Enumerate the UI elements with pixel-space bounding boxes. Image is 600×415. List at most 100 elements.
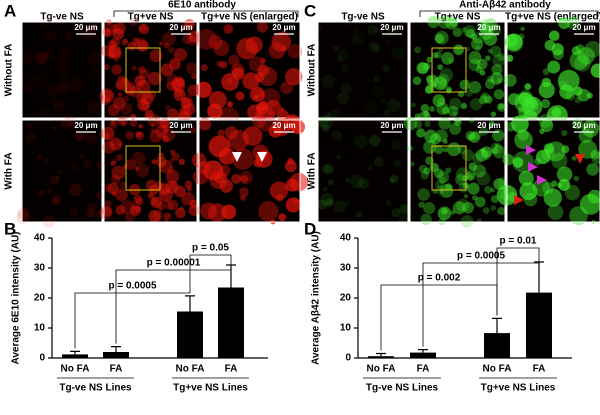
panel-title: Anti-Aβ42 antibody — [459, 0, 551, 11]
cell — [566, 16, 580, 30]
cell — [231, 173, 242, 184]
micrograph — [19, 17, 103, 119]
cell — [391, 208, 401, 218]
cell — [439, 68, 454, 82]
cell — [547, 60, 561, 74]
cell — [120, 102, 133, 115]
image-background — [22, 120, 102, 222]
cell — [492, 54, 506, 67]
p-value: p = 0.002 — [418, 273, 461, 284]
image-border — [317, 21, 409, 119]
cell — [321, 164, 331, 174]
significance-bracket — [496, 247, 540, 316]
cell — [452, 111, 458, 117]
x-tick-label: FA — [417, 364, 430, 375]
cell — [484, 185, 493, 194]
cell — [112, 28, 124, 40]
micrograph — [409, 15, 506, 124]
cell — [104, 200, 112, 208]
cell — [221, 73, 239, 91]
cell — [502, 153, 515, 166]
cell — [444, 183, 453, 191]
cell — [322, 125, 330, 133]
cell — [435, 129, 448, 142]
cell — [119, 181, 127, 189]
zoom-box — [125, 145, 161, 191]
cell — [42, 30, 55, 43]
cell — [107, 104, 120, 117]
cell — [545, 141, 566, 162]
cell — [366, 76, 371, 82]
y-tick-label: 10 — [340, 323, 352, 334]
y-tick-label: 40 — [340, 233, 352, 244]
cell — [169, 149, 176, 156]
cell — [149, 49, 163, 63]
cell — [574, 96, 582, 104]
cell — [399, 204, 410, 215]
cell — [387, 98, 401, 113]
cell — [476, 58, 488, 70]
cell — [439, 184, 454, 198]
cell — [321, 74, 336, 89]
cell — [469, 98, 483, 111]
cell — [551, 180, 558, 187]
cell — [171, 152, 180, 161]
cell — [150, 196, 163, 209]
y-tick-label: 20 — [34, 293, 46, 304]
cell — [32, 75, 47, 90]
cell — [208, 203, 227, 223]
cell — [490, 142, 503, 155]
scale-label: 20 μm — [572, 23, 595, 32]
micrograph — [99, 18, 201, 124]
cell — [57, 57, 68, 68]
cell — [426, 74, 439, 87]
column-header: Tg+ve NS — [128, 12, 174, 23]
cell — [217, 129, 225, 137]
cell — [224, 126, 238, 140]
significance-bracket — [422, 259, 540, 347]
cell — [40, 52, 49, 62]
cell — [437, 73, 450, 86]
cell — [534, 158, 542, 166]
p-value: p = 0.05 — [192, 243, 229, 254]
cell — [118, 116, 127, 125]
cell — [69, 183, 82, 197]
micrograph — [496, 113, 600, 225]
cell — [235, 91, 245, 101]
cell — [208, 34, 223, 50]
cell — [110, 161, 116, 166]
cell — [219, 179, 233, 193]
p-value: p = 0.0005 — [108, 281, 157, 292]
cell — [564, 185, 581, 201]
cell — [182, 98, 195, 111]
cell — [449, 18, 459, 27]
cell — [351, 35, 362, 46]
cell — [471, 37, 484, 50]
p-value: p = 0.00001 — [147, 258, 201, 269]
arrowhead — [575, 154, 585, 164]
cell — [157, 118, 168, 129]
cell — [213, 40, 230, 57]
column-header: Tg+ve NS (enlarged) — [505, 12, 600, 23]
cell — [70, 77, 84, 91]
cell — [150, 123, 155, 128]
cell — [414, 113, 421, 119]
cell — [319, 115, 333, 129]
bar — [484, 333, 510, 358]
cell — [240, 175, 249, 183]
cell — [43, 155, 52, 164]
cell — [541, 77, 552, 88]
cell — [434, 33, 445, 44]
cell — [457, 144, 467, 155]
cell — [109, 137, 123, 151]
cell — [138, 23, 150, 35]
cell — [116, 76, 131, 91]
cell — [258, 90, 265, 97]
image-background — [22, 22, 102, 118]
column-header: Tg+ve NS (enlarged) — [201, 12, 298, 23]
cell — [163, 42, 170, 49]
cell — [173, 88, 186, 102]
bar — [103, 352, 129, 358]
cell — [195, 28, 217, 50]
cell — [158, 159, 173, 174]
